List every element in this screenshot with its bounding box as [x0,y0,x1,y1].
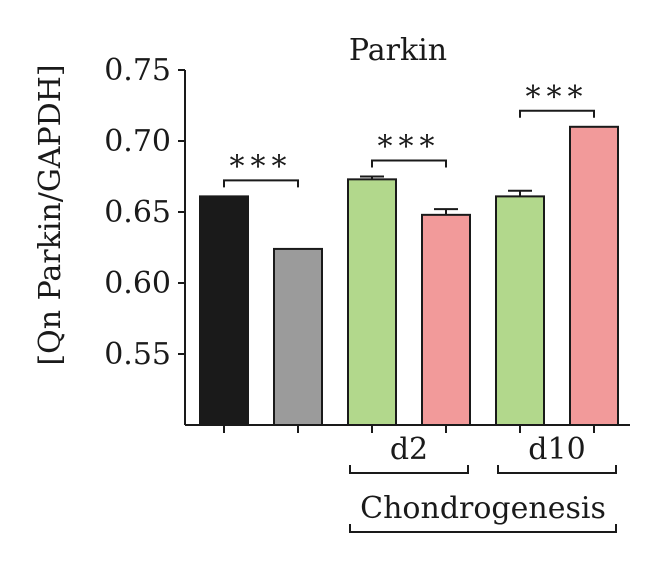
super-group-label: Chondrogenesis [360,491,606,526]
bars [199,125,619,433]
significance-bracket [519,109,595,118]
y-tick-label: 0.65 [104,195,171,230]
significance-label: *** [230,149,293,184]
significance-bracket [371,159,447,168]
bar [569,125,619,427]
significance-bracket [223,179,299,188]
y-tick-label: 0.75 [104,53,171,88]
significance-label: *** [526,80,589,115]
significance-markers: *** *** *** [223,80,595,188]
group-bracket [497,465,617,474]
bar [495,195,545,426]
group-label: d10 [528,432,585,467]
y-tick-label: 0.70 [104,124,171,159]
chart-title: Parkin [349,33,447,68]
significance-label: *** [378,130,441,165]
y-ticks: 0.55 0.60 0.65 0.70 0.75 [104,53,185,372]
y-tick-label: 0.60 [104,266,171,301]
bar [199,195,249,426]
bar [273,247,323,426]
y-tick-label: 0.55 [104,337,171,372]
super-group-bracket [349,524,617,533]
group-labels: d2 d10 Chondrogenesis [349,432,617,533]
group-bracket [349,465,469,474]
y-axis-label: [Qn Parkin/GAPDH] [33,64,68,365]
bar [421,213,471,426]
group-label: d2 [390,432,428,467]
bar [347,178,397,426]
